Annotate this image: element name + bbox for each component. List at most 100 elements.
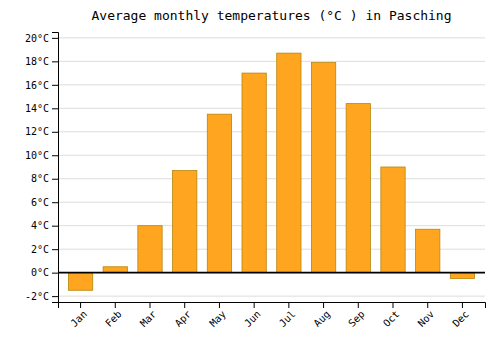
grid-line [58,131,485,132]
axis-line [59,303,486,309]
tick-label: 6°C [31,197,49,208]
tick-mark [184,302,185,308]
grid-line [58,61,485,62]
tick: Jul [277,302,298,329]
tick-mark [52,38,58,39]
bar [311,63,335,273]
title: Average monthly temperatures (°C ) in Pa… [91,8,451,23]
tick-mark [323,302,324,308]
tick-mark [358,302,359,308]
tick-mark [52,296,58,297]
bar [277,53,301,273]
tick: Oct [381,302,402,329]
tick-label: -2°C [25,291,49,302]
tick-mark [52,273,58,274]
tick-label: Jun [242,308,263,329]
tick: 16°C [25,80,58,91]
tick: Sep [346,302,367,329]
tick: 14°C [25,103,58,114]
tick: 18°C [25,56,58,67]
plot-area: -2°C 0°C 2°C 4°C 6°C 8°C 10°C 12°C 14°C 16°C 18°C 2… [25,33,486,329]
tick: 0°C [31,267,58,278]
tick-label: 0°C [31,267,49,278]
grid-line [58,37,485,38]
grid-line [58,178,485,179]
zero-line [58,272,485,274]
tick-mark [52,226,58,227]
tick: 4°C [31,220,58,231]
grid-line [58,272,485,273]
tick-mark [219,302,220,308]
tick: Nov [416,302,437,329]
tick-mark [288,302,289,308]
bars [58,53,485,290]
grid-line [58,202,485,203]
tick: Jun [242,302,263,329]
bar [242,73,266,273]
tick-mark [52,179,58,180]
tick-mark [52,132,58,133]
tick-label: 8°C [31,173,49,184]
tick: Aug [312,302,333,329]
tick-mark [254,302,255,308]
tick-mark [52,108,58,109]
tick-label: 10°C [25,150,49,161]
tick-label: Jan [69,308,90,329]
tick-label: Aug [312,308,333,329]
grid-line [58,84,485,85]
bar [416,229,440,272]
tick: 20°C [25,33,58,44]
tick: 12°C [25,126,58,137]
tick-mark [115,302,116,308]
tick: May [207,302,228,329]
tick-label: 14°C [25,103,49,114]
tick-mark [462,302,463,308]
tick-mark [427,302,428,308]
chart: -2°C 0°C 2°C 4°C 6°C 8°C 10°C 12°C 14°C 16°C 18°C 2… [0,0,500,350]
bar [207,114,231,272]
tick: Mar [138,302,159,329]
tick-mark [52,202,58,203]
grid-line [58,108,485,109]
tick-label: Mar [138,308,159,329]
tick-label: Oct [381,308,402,329]
tick: 2°C [31,244,58,255]
axis-line [52,33,59,303]
tick-label: 20°C [25,33,49,44]
tick-mark [80,302,81,308]
tick-label: Feb [103,308,124,329]
tick-label: May [207,308,228,329]
tick-mark [149,302,150,308]
tick: Jan [69,302,90,329]
grid-line [58,225,485,226]
tick-label: 18°C [25,56,49,67]
tick-mark [52,249,58,250]
tick-label: 16°C [25,80,49,91]
tick: Feb [103,302,124,329]
tick: Apr [173,302,194,329]
bar [138,226,162,273]
tick-mark [52,155,58,156]
grid-line [58,296,485,297]
tick-mark [52,85,58,86]
tick: -2°C [25,291,58,302]
bar [68,273,92,291]
bar [346,104,370,273]
tick: Dec [450,302,471,329]
tick-label: Nov [416,308,437,329]
tick-label: 2°C [31,244,49,255]
tick-label: Jul [277,308,298,329]
y-axis: -2°C 0°C 2°C 4°C 6°C 8°C 10°C 12°C 14°C 16°C 18°C 2… [25,33,59,303]
bar [173,171,197,273]
tick-label: Apr [173,308,194,329]
tick-mark [52,61,58,62]
grid [58,38,485,296]
tick: 6°C [31,197,58,208]
grid-line [58,155,485,156]
tick-label: Dec [450,308,471,329]
tick: 8°C [31,173,58,184]
tick-mark [393,302,394,308]
x-axis: Jan Feb Mar Apr May Jun Jul Aug Sep Oct Nov Dec [59,302,486,329]
tick: 10°C [25,150,58,161]
bar [381,167,405,273]
